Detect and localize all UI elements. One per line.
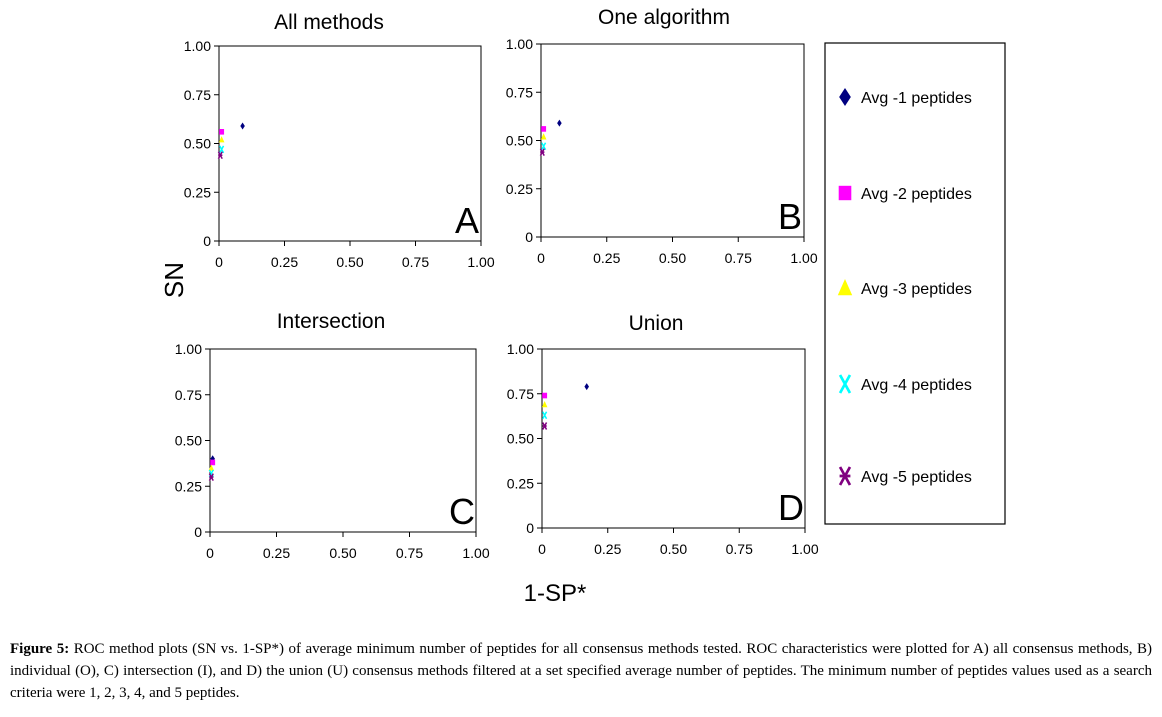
data-point-series-2 (542, 392, 548, 399)
plot-area (209, 348, 477, 533)
y-tick-label: 0.75 (175, 387, 202, 403)
chart-panel-c: Intersection 0 0.25 0.50 0.75 1.00 0 0.25 0.50 0.… (175, 310, 490, 561)
data-point-series-5 (542, 422, 548, 430)
panel-letter: B (778, 196, 802, 237)
data-point-series-3 (540, 133, 547, 140)
y-tick-label: 1.00 (175, 341, 202, 357)
y-tick-label: 1.00 (184, 38, 211, 54)
x-tick-label: 0 (206, 545, 214, 561)
x-tick-label: 0.75 (725, 250, 752, 266)
y-tick-label: 0.50 (507, 431, 534, 447)
y-tick-label: 0.50 (506, 133, 533, 149)
x-tick-label: 0 (537, 250, 545, 266)
data-point-series-1 (584, 383, 589, 391)
y-tick-label: 0.25 (175, 478, 202, 494)
panel-letter: A (455, 200, 479, 241)
y-tick-label: 0 (525, 229, 533, 245)
data-point-series-3 (208, 464, 215, 471)
y-tick-label: 0.25 (507, 475, 534, 491)
legend-marker-square-icon (838, 185, 852, 201)
data-point-series-1 (240, 122, 245, 130)
y-tick-label: 0 (194, 524, 202, 540)
x-tick-label: 0 (215, 254, 223, 270)
chart-panel-d: Union 0 0.25 0.50 0.75 1.00 0 0.25 0.50 0.75 1.00 D (507, 312, 819, 557)
x-tick-label: 0.25 (593, 250, 620, 266)
y-tick-label: 0.75 (507, 386, 534, 402)
x-tick-label: 0.50 (336, 254, 363, 270)
x-tick-label: 0.25 (594, 541, 621, 557)
chart-title: Intersection (277, 310, 386, 333)
legend-label: Avg -2 peptides (861, 186, 972, 203)
chart-title: All methods (274, 11, 384, 34)
plot-area (541, 348, 806, 529)
caption-label: Figure 5: (10, 641, 70, 657)
y-tick-label: 1.00 (506, 36, 533, 52)
x-tick-label: 1.00 (467, 254, 494, 270)
x-tick-label: 0.50 (659, 250, 686, 266)
data-point-series-1 (557, 119, 562, 127)
legend: Avg -1 peptides Avg -2 peptides Avg -3 pep… (824, 42, 1006, 525)
x-tick-label: 1.00 (790, 250, 817, 266)
chart-panels: All methods 0 0.25 0.50 0.75 1.00 0 0.25 0.50 0.7… (175, 6, 819, 561)
legend-marker-x-icon (838, 374, 852, 394)
y-tick-label: 0.25 (506, 181, 533, 197)
data-point-series-4 (541, 142, 547, 151)
shared-y-axis-label: SN (159, 262, 189, 298)
data-point-series-5 (217, 151, 223, 160)
data-point-series-4 (219, 145, 225, 154)
plot-area (540, 43, 805, 238)
x-tick-label: 0.25 (263, 545, 290, 561)
x-tick-label: 0.75 (402, 254, 429, 270)
x-tick-label: 0.50 (660, 541, 687, 557)
data-point-series-5 (539, 148, 545, 156)
y-tick-label: 0 (526, 520, 534, 536)
data-point-series-2 (541, 126, 547, 132)
figure-caption: Figure 5: ROC method plots (SN vs. 1-SP*… (10, 638, 1152, 704)
panel-letter: C (449, 491, 475, 532)
data-point-series-4 (542, 411, 548, 420)
chart-title: One algorithm (598, 6, 730, 29)
legend-label: Avg -4 peptides (861, 377, 972, 394)
data-point-series-3 (541, 400, 548, 408)
y-tick-label: 0 (203, 233, 211, 249)
y-tick-label: 0.75 (184, 87, 211, 103)
y-tick-label: 0.50 (175, 433, 202, 449)
plot-area (218, 45, 482, 242)
data-point-series-5 (208, 473, 214, 481)
chart-panel-a: All methods 0 0.25 0.50 0.75 1.00 0 0.25 0.50 0.7… (184, 11, 495, 270)
panel-letter: D (778, 487, 804, 528)
legend-marker-triangle-icon (837, 279, 853, 296)
data-point-series-3 (218, 136, 225, 143)
y-tick-label: 0.50 (184, 136, 211, 152)
x-tick-label: 0.75 (396, 545, 423, 561)
y-tick-label: 1.00 (507, 341, 534, 357)
legend-label: Avg -5 peptides (861, 469, 972, 486)
data-point-series-2 (219, 129, 225, 135)
chart-panel-b: One algorithm 0 0.25 0.50 0.75 1.00 0 0.25 0.50 0… (506, 6, 818, 266)
legend-marker-star-icon (838, 466, 852, 486)
x-tick-label: 0.75 (726, 541, 753, 557)
x-tick-label: 0.50 (329, 545, 356, 561)
x-tick-label: 0 (538, 541, 546, 557)
legend-marker-diamond-icon (839, 88, 851, 106)
legend-label: Avg -1 peptides (861, 90, 972, 107)
legend-label: Avg -3 peptides (861, 281, 972, 298)
y-tick-label: 0.25 (184, 184, 211, 200)
legend-box (824, 42, 1006, 525)
x-tick-label: 1.00 (462, 545, 489, 561)
y-tick-label: 0.75 (506, 84, 533, 100)
x-tick-label: 0.25 (271, 254, 298, 270)
caption-text: ROC method plots (SN vs. 1-SP*) of avera… (10, 641, 1153, 701)
x-tick-label: 1.00 (791, 541, 818, 557)
data-point-series-2 (210, 459, 216, 466)
shared-x-axis-label: 1-SP* (524, 580, 587, 607)
chart-title: Union (629, 312, 684, 335)
